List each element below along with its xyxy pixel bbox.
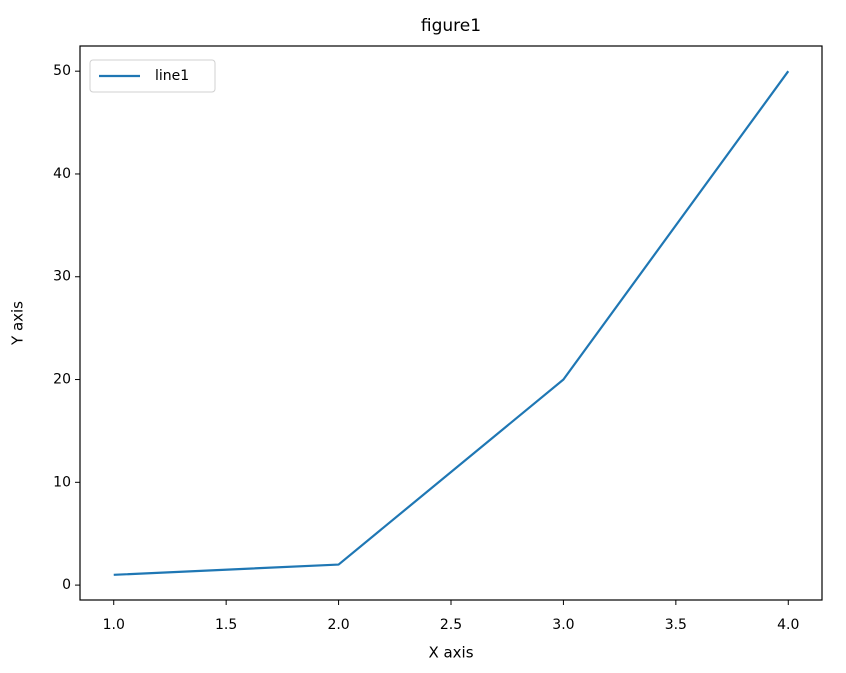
- x-axis-label: X axis: [428, 644, 473, 662]
- line: [113, 70, 790, 576]
- legend-box: [89, 59, 216, 93]
- y-axis-label: Y axis: [9, 301, 27, 346]
- y-tick-label: 30: [53, 269, 71, 285]
- y-tick-label: 20: [53, 372, 71, 388]
- y-tick-label: 40: [53, 166, 71, 182]
- x-tick-label: 1.0: [103, 617, 125, 633]
- x-tick-label: 1.5: [215, 617, 237, 633]
- y-tick-label: 50: [53, 63, 71, 79]
- legend-label: line1: [155, 68, 189, 84]
- x-tick-label: 2.0: [327, 617, 349, 633]
- y-tick-label: 10: [53, 474, 71, 490]
- x-tick-label: 3.0: [552, 617, 574, 633]
- chart-title: figure1: [421, 16, 481, 36]
- x-tick-label: 4.0: [777, 617, 799, 633]
- x-tick-label: 2.5: [440, 617, 462, 633]
- plot-frame: [79, 45, 823, 601]
- y-tick-label: 0: [62, 577, 71, 593]
- x-tick-label: 3.5: [665, 617, 687, 633]
